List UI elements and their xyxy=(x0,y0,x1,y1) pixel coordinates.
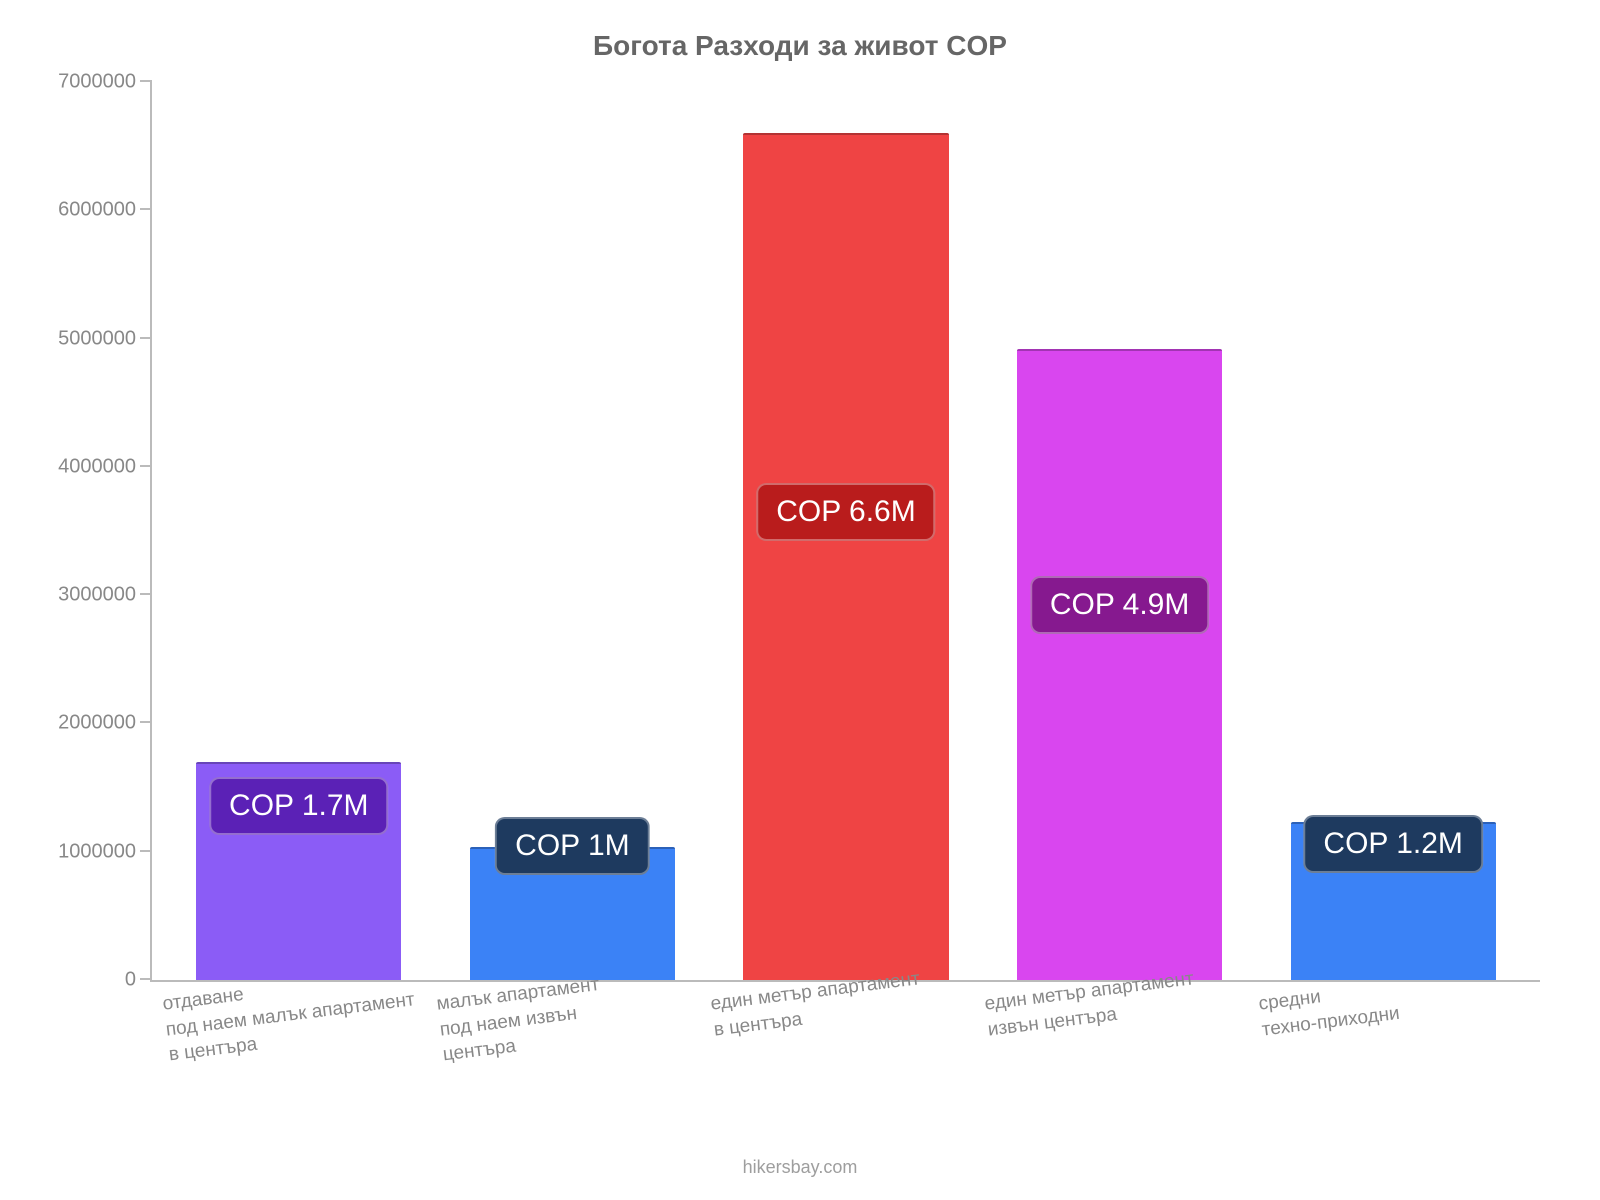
bar-0: COP 1.7M xyxy=(196,762,401,980)
bars-row: COP 1.7M COP 1M COP 6.6M COP 4.9M xyxy=(152,82,1540,980)
ytick-label: 6000000 xyxy=(58,199,152,222)
bar-badge-4: COP 1.2M xyxy=(1303,815,1483,873)
chart-container: Богота Разходи за живот COP COP 1.7M COP… xyxy=(0,0,1600,1200)
xlabel-slot: малък апартамент под наем извън центъра xyxy=(434,982,708,1122)
bar-2: COP 6.6M xyxy=(743,133,948,980)
bar-slot: COP 1M xyxy=(436,82,710,980)
chart-title: Богота Разходи за живот COP xyxy=(40,30,1560,62)
bar-badge-3: COP 4.9M xyxy=(1030,576,1210,634)
ytick-label: 3000000 xyxy=(58,584,152,607)
bar-slot: COP 1.7M xyxy=(162,82,436,980)
xlabel-slot: отдаване под наем малък апартамент в цен… xyxy=(160,982,434,1122)
bar-badge-2: COP 6.6M xyxy=(756,483,936,541)
xlabel-1: малък апартамент под наем извън центъра xyxy=(434,962,607,1068)
bar-slot: COP 6.6M xyxy=(709,82,983,980)
xlabel-slot: един метър апартамент извън центъра xyxy=(982,982,1256,1122)
bar-slot: COP 4.9M xyxy=(983,82,1257,980)
xlabel-slot: един метър апартамент в центъра xyxy=(708,982,982,1122)
ytick-label: 5000000 xyxy=(58,327,152,350)
xlabel-slot: средни техно-приходни xyxy=(1256,982,1530,1122)
bar-badge-0: COP 1.7M xyxy=(209,777,389,835)
bar-slot: COP 1.2M xyxy=(1256,82,1530,980)
bar-4: COP 1.2M xyxy=(1291,822,1496,980)
plot-area: COP 1.7M COP 1M COP 6.6M COP 4.9M xyxy=(150,82,1540,982)
bar-3: COP 4.9M xyxy=(1017,349,1222,980)
ytick-label: 0 xyxy=(125,969,152,992)
bar-badge-1: COP 1M xyxy=(495,817,649,875)
ytick-label: 4000000 xyxy=(58,455,152,478)
x-axis-labels: отдаване под наем малък апартамент в цен… xyxy=(150,982,1540,1122)
ytick-label: 2000000 xyxy=(58,712,152,735)
ytick-label: 1000000 xyxy=(58,840,152,863)
attribution-text: hikersbay.com xyxy=(0,1157,1600,1178)
bar-1: COP 1M xyxy=(470,847,675,980)
ytick-label: 7000000 xyxy=(58,71,152,94)
